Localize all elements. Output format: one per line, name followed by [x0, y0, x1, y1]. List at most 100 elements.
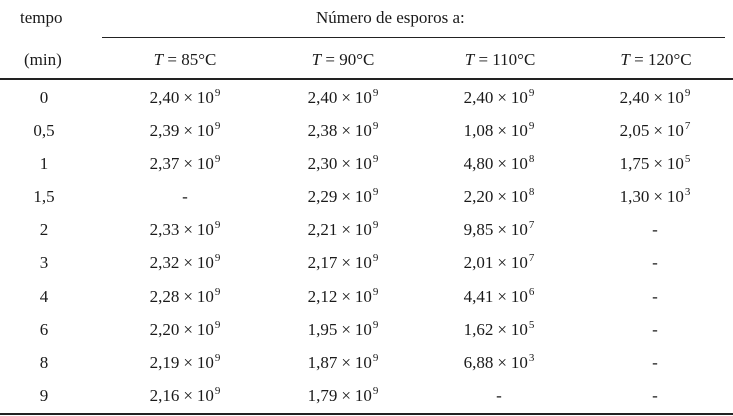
- mantissa: 1,87: [307, 352, 338, 372]
- col-header-120: T = 120°C: [620, 50, 692, 69]
- table-row: 1,5-2,29 × 109 2,20 × 108 1,30 × 103: [0, 180, 733, 213]
- exponent: 9: [214, 318, 221, 331]
- power-base: 10: [354, 121, 372, 141]
- time-cell: 9: [39, 385, 49, 405]
- row-header-top: tempo: [20, 8, 63, 27]
- spore-count-cell: 2,21 × 109: [278, 213, 408, 246]
- time-cell: 0: [39, 88, 49, 107]
- power-base: 10: [510, 121, 528, 141]
- spore-count-cell: -: [652, 319, 658, 339]
- col-header-90: T = 90°C: [311, 50, 375, 69]
- mantissa: 2,39: [149, 121, 180, 141]
- table-body: 0 2,40 × 109 2,40 × 109 2,40 × 109 2,40 × 109 0,5 2,39…: [0, 81, 733, 412]
- mantissa: 2,32: [149, 253, 180, 273]
- times-sign: ×: [183, 88, 193, 107]
- exponent: 9: [214, 351, 221, 364]
- power-base: 10: [666, 154, 684, 174]
- exponent: 5: [684, 153, 691, 166]
- times-sign: ×: [183, 352, 193, 372]
- exponent: 9: [528, 87, 535, 99]
- power-base: 10: [354, 385, 372, 405]
- power-base: 10: [196, 253, 214, 273]
- spore-count-cell: 1,95 × 109: [278, 313, 408, 346]
- power-base: 10: [196, 352, 214, 372]
- mantissa: 2,37: [149, 154, 180, 174]
- table-row: 8 2,19 × 109 1,87 × 109 6,88 × 103-: [0, 346, 733, 379]
- mantissa: 2,38: [307, 121, 338, 141]
- power-base: 10: [354, 286, 372, 306]
- table-row: 3 2,32 × 109 2,17 × 109 2,01 × 107-: [0, 246, 733, 279]
- exponent: 8: [528, 186, 535, 199]
- spore-count-cell: 1,87 × 109: [278, 346, 408, 379]
- group-header: Número de esporos a:: [316, 8, 465, 27]
- exponent: 5: [528, 318, 535, 331]
- power-base: 10: [510, 253, 528, 273]
- times-sign: ×: [183, 220, 193, 240]
- spore-count-cell: 1,62 × 105: [434, 313, 564, 346]
- spore-count-cell: 2,37 × 109: [120, 147, 250, 180]
- spore-count-cell: 9,85 × 107: [434, 213, 564, 246]
- mantissa: 2,12: [307, 286, 338, 306]
- mantissa: 2,40: [619, 88, 650, 107]
- mantissa: 2,40: [463, 88, 494, 107]
- power-base: 10: [510, 187, 528, 207]
- spore-count-cell: 2,01 × 107: [434, 246, 564, 279]
- mantissa: 1,79: [307, 385, 338, 405]
- spore-count-cell: -: [652, 220, 658, 240]
- power-base: 10: [510, 352, 528, 372]
- exponent: 3: [528, 351, 535, 364]
- spore-count-cell: 2,40 × 109: [590, 81, 720, 114]
- mantissa: 2,20: [463, 187, 494, 207]
- table-row: 6 2,20 × 109 1,95 × 109 1,62 × 105-: [0, 313, 733, 346]
- exponent: 9: [214, 252, 221, 265]
- spore-count-cell: 2,33 × 109: [120, 213, 250, 246]
- exponent: 9: [372, 252, 379, 265]
- times-sign: ×: [183, 319, 193, 339]
- exponent: 9: [214, 153, 221, 166]
- power-base: 10: [666, 121, 684, 141]
- exponent: 7: [528, 252, 535, 265]
- mantissa: 9,85: [463, 220, 494, 240]
- times-sign: ×: [341, 220, 351, 240]
- times-sign: ×: [341, 319, 351, 339]
- spore-count-cell: 2,19 × 109: [120, 346, 250, 379]
- spore-count-cell: 2,40 × 109: [120, 81, 250, 114]
- power-base: 10: [510, 286, 528, 306]
- exponent: 9: [528, 120, 535, 133]
- mantissa: 2,33: [149, 220, 180, 240]
- spore-count-cell: 2,17 × 109: [278, 246, 408, 279]
- mantissa: 2,17: [307, 253, 338, 273]
- exponent: 9: [372, 153, 379, 166]
- power-base: 10: [354, 88, 372, 107]
- exponent: 3: [684, 186, 691, 199]
- power-base: 10: [196, 121, 214, 141]
- exponent: 9: [684, 87, 691, 99]
- mantissa: 2,29: [307, 187, 338, 207]
- mantissa: 2,40: [149, 88, 180, 107]
- spore-count-cell: 2,16 × 109: [120, 379, 250, 412]
- mantissa: 1,08: [463, 121, 494, 141]
- mantissa: 1,95: [307, 319, 338, 339]
- times-sign: ×: [183, 121, 193, 141]
- spore-count-cell: 4,80 × 108: [434, 147, 564, 180]
- times-sign: ×: [341, 88, 351, 107]
- exponent: 9: [372, 186, 379, 199]
- mantissa: 4,41: [463, 286, 494, 306]
- time-cell: 3: [39, 253, 49, 273]
- spore-count-cell: 2,39 × 109: [120, 114, 250, 147]
- exponent: 9: [372, 87, 379, 99]
- power-base: 10: [666, 187, 684, 207]
- exponent: 9: [372, 285, 379, 298]
- row-header-bottom: (min): [24, 50, 62, 69]
- top-rule: [102, 37, 725, 38]
- times-sign: ×: [497, 220, 507, 240]
- power-base: 10: [354, 187, 372, 207]
- times-sign: ×: [183, 154, 193, 174]
- times-sign: ×: [341, 154, 351, 174]
- times-sign: ×: [653, 121, 663, 141]
- times-sign: ×: [497, 88, 507, 107]
- bottom-rule: [0, 413, 733, 415]
- header-rule: [0, 78, 733, 80]
- spore-count-cell: 6,88 × 103: [434, 346, 564, 379]
- exponent: 9: [372, 120, 379, 133]
